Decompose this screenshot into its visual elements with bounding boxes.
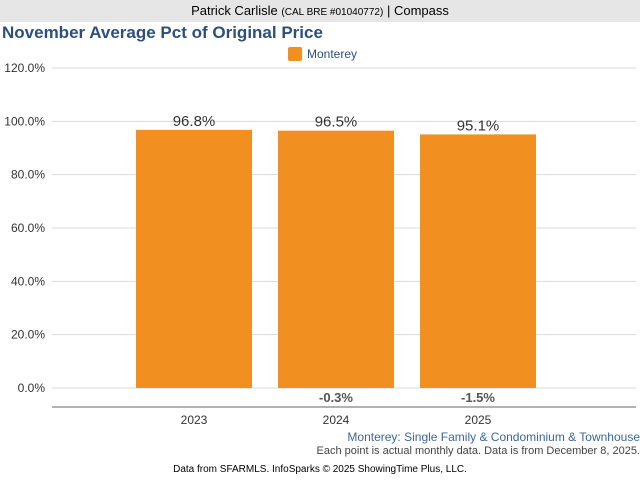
bar [420,134,536,388]
chart-title: November Average Pct of Original Price [2,23,323,42]
bar-value-label: 96.8% [173,113,216,130]
brokerage-name: Compass [393,3,449,18]
y-tick-label: 120.0% [4,61,45,75]
y-tick-label: 80.0% [11,168,45,182]
x-tick-label: 2024 [323,413,350,427]
x-tick-label: 2025 [465,413,492,427]
data-note: Each point is actual monthly data. Data … [316,445,640,457]
bar-change-label: -1.5% [461,390,495,405]
x-tick-label: 2023 [181,413,208,427]
footer-credit: Data from SFARMLS. InfoSparks © 2025 Sho… [173,464,467,475]
y-tick-label: 20.0% [11,328,45,342]
agent-name: Patrick Carlisle [191,3,278,18]
bar-change-label: -0.3% [319,390,353,405]
bar [278,130,394,388]
chart-subtitle: Monterey: Single Family & Condominium & … [347,430,640,444]
bar-value-label: 96.5% [315,114,358,131]
legend-label: Monterey [307,47,357,61]
agent-license: (CAL BRE #01040772) [281,7,384,18]
y-tick-label: 60.0% [11,221,45,235]
y-tick-label: 40.0% [11,274,45,288]
header-separator: | [386,3,391,18]
bar-chart: 0.0% 20.0% 40.0% 60.0% 80.0% 100.0% 120.0% Mont… [4,47,636,427]
legend-swatch [288,47,302,61]
bar [136,129,252,388]
y-tick-label: 100.0% [4,114,45,128]
bar-value-label: 95.1% [457,117,500,134]
y-tick-label: 0.0% [18,381,46,395]
header-bar: Patrick Carlisle (CAL BRE #01040772) | C… [0,0,640,22]
